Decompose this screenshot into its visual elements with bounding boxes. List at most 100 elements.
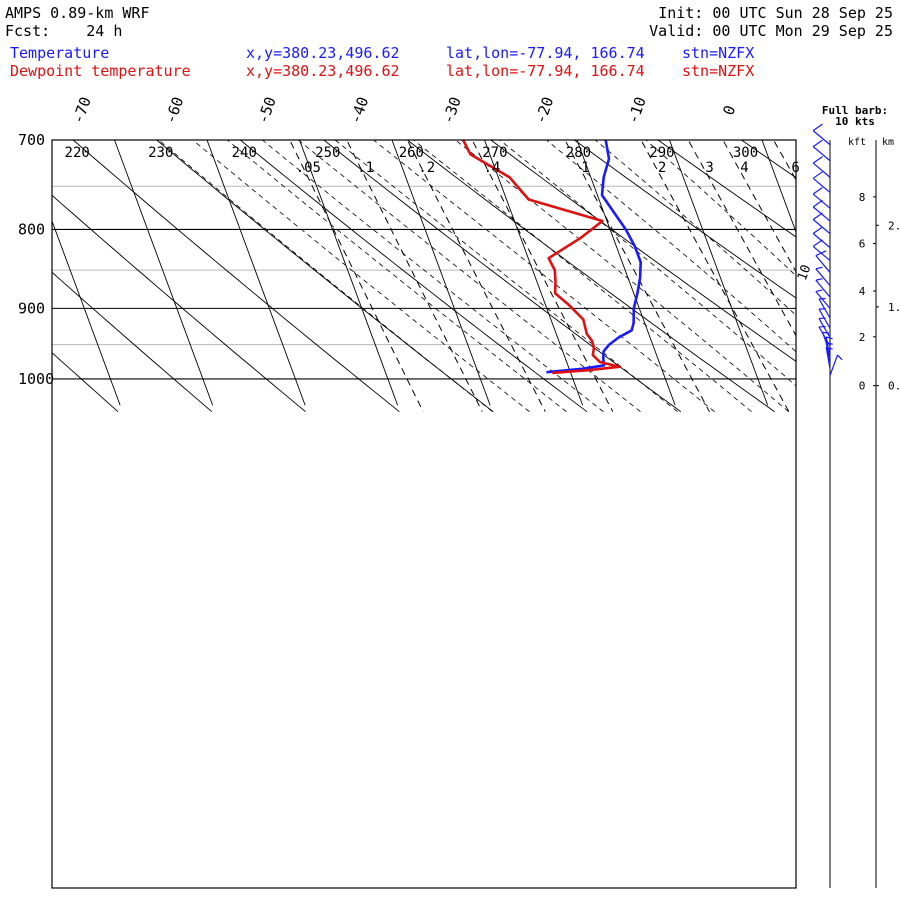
mixing-ratio-label: 1 bbox=[581, 160, 589, 176]
kft-tick-label: 6 bbox=[859, 238, 866, 251]
forecast-label: Fcst: bbox=[5, 22, 51, 40]
moist-adiabat-line bbox=[334, 140, 678, 413]
mixing-ratio-line bbox=[406, 140, 546, 412]
wind-barb-staff bbox=[818, 318, 831, 338]
wind-barb-flag bbox=[837, 354, 843, 361]
temperature-tick-label: -40 bbox=[346, 94, 372, 126]
wind-barb-flag bbox=[812, 156, 823, 164]
dry-adiabat-line bbox=[657, 140, 796, 238]
wind-barb bbox=[812, 139, 831, 162]
moist-adiabat-line bbox=[226, 140, 567, 413]
series-label-dewpoint: Dewpoint temperature bbox=[10, 62, 191, 80]
wind-barb-flag bbox=[815, 266, 823, 270]
moist-adiabat-line bbox=[412, 140, 752, 413]
valid-time: Valid: 00 UTC Mon 29 Sep 25 bbox=[649, 22, 893, 40]
theta-label: 290 bbox=[649, 145, 674, 161]
dry-adiabat-line bbox=[879, 121, 900, 412]
wind-barb-flag bbox=[812, 139, 823, 148]
wind-barb bbox=[825, 341, 833, 365]
temperature-tick-label: 0 bbox=[719, 103, 739, 118]
km-tick-label: 2. bbox=[888, 219, 900, 232]
dry-adiabat-line bbox=[52, 194, 306, 413]
wind-barb-staff bbox=[812, 219, 831, 235]
theta-label: 250 bbox=[315, 145, 340, 161]
dewpoint-profile-line bbox=[462, 140, 621, 375]
km-tick-label: 1. bbox=[888, 301, 900, 314]
inline-isotherm-label: 10 bbox=[795, 263, 814, 283]
dry-adiabat-line bbox=[490, 140, 796, 362]
wind-barb bbox=[812, 239, 831, 262]
isotherm-line bbox=[484, 140, 584, 406]
isotherm-line bbox=[0, 140, 28, 405]
kft-tick-label: 8 bbox=[859, 191, 866, 204]
wind-barb-flag bbox=[815, 250, 827, 257]
temperature-tick-text: -30 bbox=[439, 94, 465, 126]
inline-isotherm-text: 10 bbox=[795, 263, 814, 283]
km-tick-label: 0. bbox=[888, 380, 900, 393]
series-label-temperature: Temperature bbox=[10, 44, 110, 62]
isotherm-line bbox=[391, 140, 491, 406]
temperature-tick-text: -10 bbox=[624, 94, 650, 126]
mixing-ratio-label: 2 bbox=[658, 160, 666, 176]
wind-barb-staff bbox=[815, 268, 831, 287]
wind-barb-flag bbox=[812, 239, 823, 247]
mixing-ratio-label: 4 bbox=[740, 160, 748, 176]
series-station-temperature: stn=NZFX bbox=[682, 44, 755, 62]
series-xy-temperature: x,y=380.23,496.62 bbox=[246, 44, 400, 62]
kft-label: kft bbox=[848, 137, 866, 148]
mixing-ratio-label: .4 bbox=[484, 160, 501, 176]
dry-adiabat-line bbox=[52, 352, 119, 413]
full-barb-value: 10 kts bbox=[835, 115, 875, 128]
mixing-ratio-label: .2 bbox=[418, 160, 435, 176]
wind-barb-flag bbox=[815, 289, 823, 293]
wind-barb bbox=[818, 317, 831, 338]
wind-barb-staff bbox=[812, 146, 831, 162]
temperature-tick-text: -70 bbox=[69, 94, 95, 126]
series-station-dewpoint: stn=NZFX bbox=[682, 62, 755, 80]
temperature-tick-label: -50 bbox=[254, 94, 280, 126]
temperature-tick-label: -70 bbox=[69, 94, 95, 126]
mixing-ratio-label: 6 bbox=[791, 160, 799, 176]
theta-label: 300 bbox=[733, 145, 758, 161]
wind-barb-flag bbox=[812, 212, 823, 220]
dry-adiabat-line bbox=[406, 140, 775, 413]
mixing-ratio-line bbox=[687, 140, 796, 337]
mixing-ratio-line bbox=[640, 140, 790, 412]
temperature-tick-label: -30 bbox=[439, 94, 465, 126]
wind-barb bbox=[815, 266, 831, 287]
isotherm-line bbox=[52, 219, 121, 406]
kft-tick-label: 0 bbox=[859, 380, 866, 393]
wind-barb bbox=[812, 171, 831, 193]
isotherm-line bbox=[114, 140, 214, 406]
series-latlon-dewpoint: lat,lon=-77.94, 166.74 bbox=[446, 62, 645, 80]
theta-label: 240 bbox=[232, 145, 257, 161]
isotherm-line bbox=[855, 140, 900, 405]
temperature-tick-text: -60 bbox=[161, 94, 187, 126]
wind-barb bbox=[829, 354, 843, 376]
wind-barb bbox=[812, 123, 831, 146]
wind-barb-flag bbox=[826, 341, 833, 345]
pressure-tick-label: 900 bbox=[18, 299, 45, 317]
temperature-tick-text: 0 bbox=[719, 103, 739, 118]
kft-tick-label: 4 bbox=[859, 285, 866, 298]
pressure-tick-label: 700 bbox=[18, 131, 45, 149]
chart-series bbox=[462, 140, 643, 375]
model-title: AMPS 0.89-km WRF bbox=[5, 4, 150, 22]
theta-label: 270 bbox=[482, 145, 507, 161]
theta-label: 230 bbox=[148, 145, 173, 161]
plot-frame bbox=[51, 139, 797, 889]
forecast-hour: Fcst: 24 h bbox=[5, 22, 122, 40]
dry-adiabat-line bbox=[0, 121, 24, 412]
wind-barb-flag bbox=[812, 199, 823, 208]
wind-barb-staff bbox=[815, 279, 831, 298]
height-axis: 8 6 4 2 0 2. 1. 0. bbox=[859, 140, 900, 888]
wind-barb bbox=[815, 278, 831, 298]
init-time: Init: 00 UTC Sun 28 Sep 25 bbox=[658, 4, 893, 22]
isotherm-line bbox=[761, 140, 796, 234]
wind-barb-staff bbox=[815, 291, 831, 309]
mixing-ratio-label: 3 bbox=[705, 160, 713, 176]
temperature-tick-text: -20 bbox=[531, 94, 557, 126]
wind-barb bbox=[815, 250, 831, 273]
mixing-ratio-label: .1 bbox=[357, 160, 374, 176]
